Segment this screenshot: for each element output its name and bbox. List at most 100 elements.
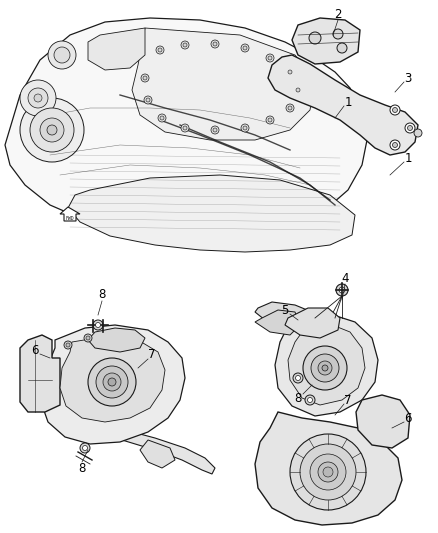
Circle shape (266, 116, 274, 124)
Polygon shape (275, 314, 378, 416)
Circle shape (290, 434, 366, 510)
Polygon shape (288, 324, 365, 405)
Circle shape (307, 398, 312, 402)
Circle shape (288, 106, 292, 110)
Circle shape (268, 56, 272, 60)
Circle shape (156, 46, 164, 54)
Circle shape (54, 47, 70, 63)
Circle shape (243, 46, 247, 50)
Circle shape (28, 88, 48, 108)
Circle shape (213, 42, 217, 46)
Circle shape (108, 378, 116, 386)
Polygon shape (68, 175, 355, 252)
Text: 4: 4 (341, 271, 349, 285)
Text: 6: 6 (404, 411, 412, 424)
Circle shape (286, 68, 294, 76)
Text: 1: 1 (404, 151, 412, 165)
Circle shape (311, 354, 339, 382)
Circle shape (66, 343, 70, 347)
Circle shape (181, 124, 189, 132)
Text: 3: 3 (404, 71, 412, 85)
Circle shape (211, 40, 219, 48)
Circle shape (213, 128, 217, 132)
Text: 5: 5 (281, 303, 289, 317)
Text: 7: 7 (344, 393, 352, 407)
Circle shape (146, 98, 150, 102)
Circle shape (158, 114, 166, 122)
Circle shape (294, 86, 302, 94)
Circle shape (241, 124, 249, 132)
Polygon shape (268, 55, 418, 155)
Circle shape (392, 108, 398, 112)
Circle shape (288, 70, 292, 74)
Circle shape (160, 116, 164, 120)
Circle shape (158, 48, 162, 52)
Text: 7: 7 (148, 349, 156, 361)
Polygon shape (255, 310, 300, 335)
Circle shape (296, 376, 300, 381)
Circle shape (322, 365, 328, 371)
Circle shape (390, 105, 400, 115)
Circle shape (88, 358, 136, 406)
Circle shape (293, 373, 303, 383)
Polygon shape (140, 440, 175, 468)
Circle shape (405, 123, 415, 133)
Circle shape (305, 395, 315, 405)
Circle shape (181, 41, 189, 49)
Circle shape (20, 98, 84, 162)
Polygon shape (356, 395, 410, 448)
Text: 1: 1 (344, 95, 352, 109)
Polygon shape (255, 302, 318, 330)
Polygon shape (60, 336, 165, 422)
Polygon shape (20, 335, 60, 412)
Polygon shape (118, 430, 215, 474)
Circle shape (392, 142, 398, 148)
Polygon shape (88, 28, 145, 70)
Circle shape (183, 126, 187, 130)
Circle shape (310, 454, 346, 490)
Circle shape (266, 54, 274, 62)
Text: FWD: FWD (66, 215, 74, 221)
Circle shape (303, 346, 347, 390)
Text: 8: 8 (98, 288, 106, 302)
Circle shape (143, 76, 147, 80)
Circle shape (318, 361, 332, 375)
Circle shape (268, 118, 272, 122)
Polygon shape (42, 325, 185, 444)
Circle shape (20, 80, 56, 116)
Circle shape (336, 284, 348, 296)
Circle shape (84, 334, 92, 342)
Circle shape (211, 126, 219, 134)
Circle shape (323, 467, 333, 477)
Circle shape (414, 129, 422, 137)
Text: 6: 6 (31, 343, 39, 357)
Circle shape (82, 446, 88, 450)
Circle shape (93, 320, 103, 330)
Circle shape (318, 462, 338, 482)
Polygon shape (88, 328, 145, 352)
Circle shape (103, 373, 121, 391)
Circle shape (183, 43, 187, 47)
Circle shape (333, 29, 343, 39)
Circle shape (96, 366, 128, 398)
Circle shape (34, 94, 42, 102)
Circle shape (390, 140, 400, 150)
Circle shape (243, 126, 247, 130)
Circle shape (241, 44, 249, 52)
Circle shape (40, 118, 64, 142)
Polygon shape (5, 18, 368, 236)
Polygon shape (292, 18, 360, 64)
Circle shape (339, 287, 345, 293)
Circle shape (407, 125, 413, 131)
Polygon shape (255, 412, 402, 525)
Circle shape (30, 108, 74, 152)
Circle shape (144, 96, 152, 104)
Circle shape (286, 104, 294, 112)
Polygon shape (285, 308, 340, 338)
Circle shape (296, 88, 300, 92)
Circle shape (48, 41, 76, 69)
Circle shape (80, 443, 90, 453)
Circle shape (47, 125, 57, 135)
Text: 2: 2 (334, 7, 342, 20)
Circle shape (337, 43, 347, 53)
